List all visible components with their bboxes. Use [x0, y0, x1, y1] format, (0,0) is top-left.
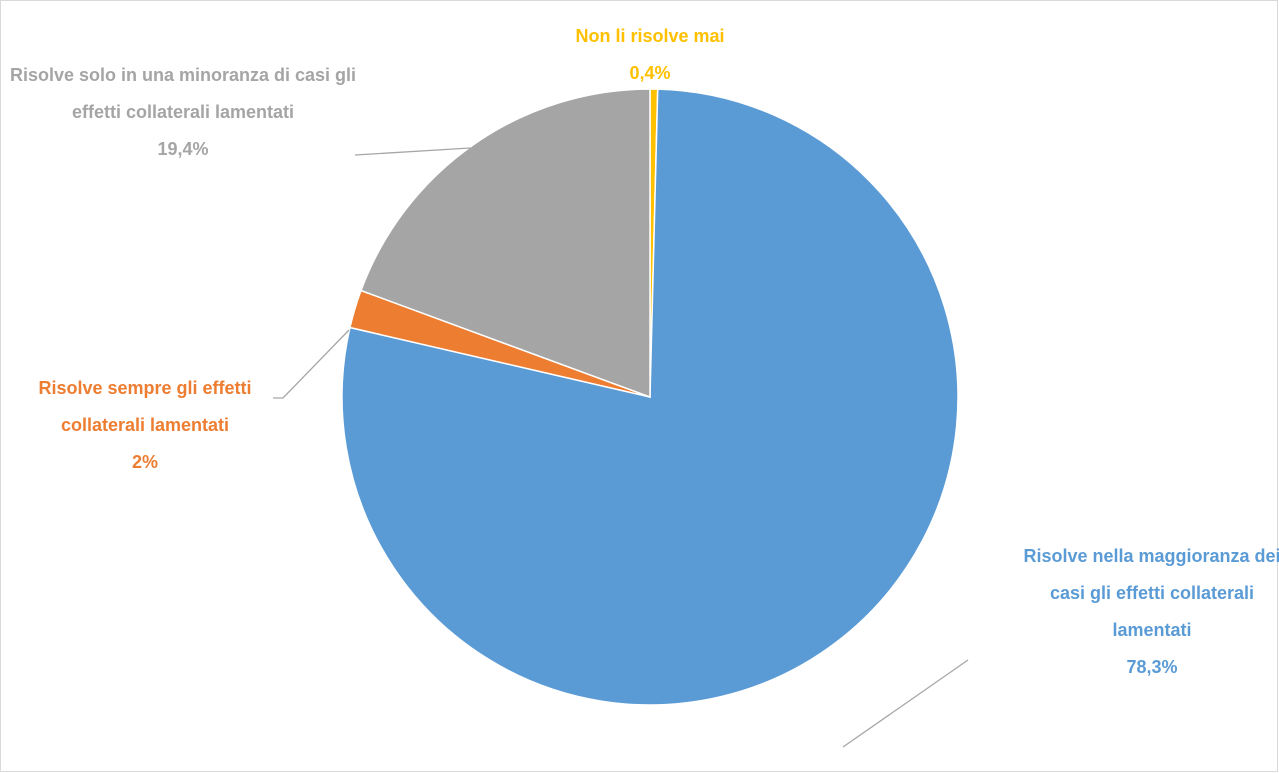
category-label: Risolve sempre gli effetti collaterali l… [38, 378, 252, 435]
value-label: 19,4% [157, 139, 209, 159]
pie-slice [360, 88, 651, 399]
slice-label: Risolve solo in una minoranza di casi gl… [3, 57, 363, 168]
slice-label: Risolve sempre gli effetti collaterali l… [15, 370, 275, 481]
category-label: Risolve nella maggioranza dei casi gli e… [1023, 546, 1279, 640]
leader-line [273, 329, 350, 399]
leader-line [842, 659, 969, 748]
slice-label: Risolve nella maggioranza dei casi gli e… [1022, 538, 1279, 686]
value-label: 2% [131, 452, 158, 472]
slice-label: Non li risolve mai 0,4% [540, 18, 760, 92]
leader-line [354, 147, 521, 181]
value-label: 78,3% [1126, 657, 1178, 677]
category-label: Risolve solo in una minoranza di casi gl… [9, 65, 357, 122]
category-label: Non li risolve mai [575, 26, 725, 46]
value-label: 0,4% [629, 63, 671, 83]
